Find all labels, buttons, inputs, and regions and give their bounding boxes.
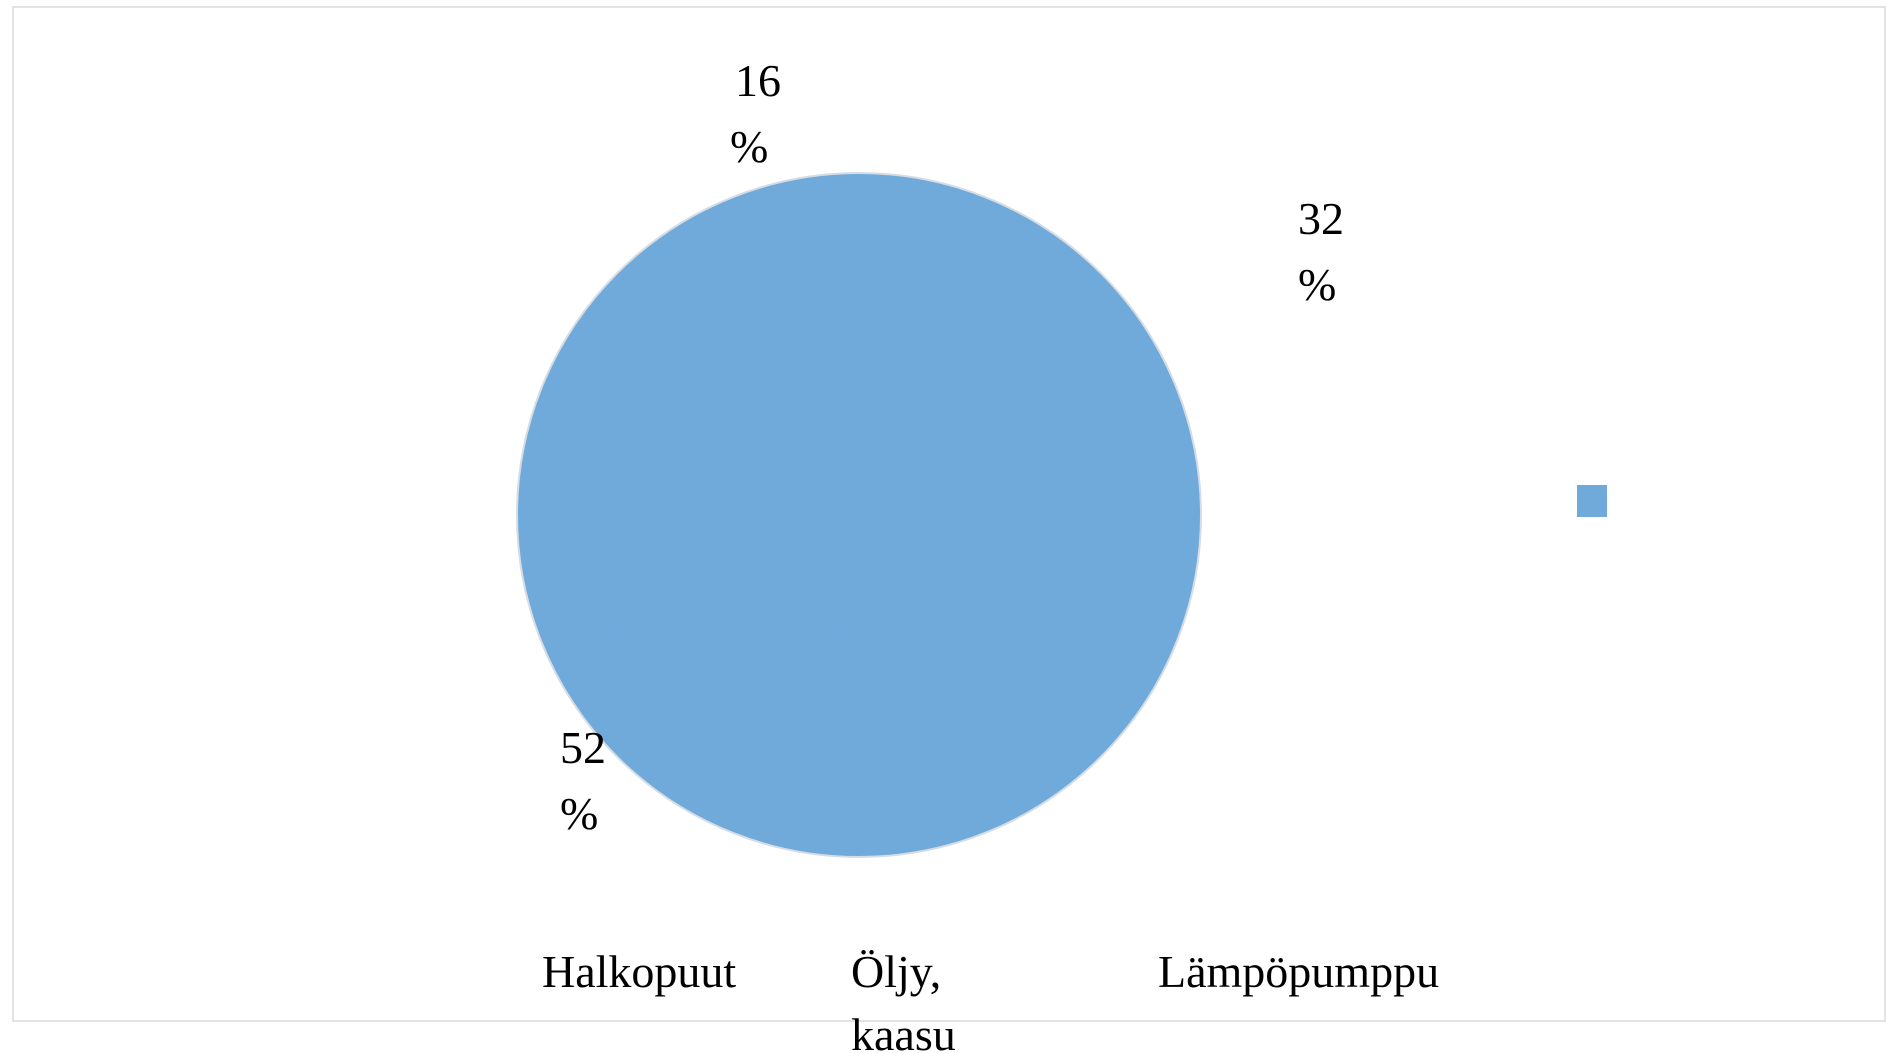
data-label-lampopumppu-value: 32 [1298,193,1344,244]
category-label-oljy-line2: kaasu [851,1009,956,1053]
pie-outline [516,172,1202,858]
data-label-halkopuut-value: 52 [560,722,606,773]
category-label-oljy-line1: Öljy, [851,946,941,997]
data-label-halkopuut-unit: % [560,788,598,839]
data-label-lampopumppu-unit: % [1298,259,1336,310]
data-label-oljy-value: 16 [735,55,781,106]
legend-swatch [1577,485,1607,517]
pie-slices [516,172,1202,858]
category-label-halkopuut: Halkopuut [542,946,736,997]
data-label-oljy-unit: % [730,121,768,172]
pie-slice-halkopuut [815,172,1202,858]
category-label-lampopumppu: Lämpöpumppu [1158,946,1439,997]
